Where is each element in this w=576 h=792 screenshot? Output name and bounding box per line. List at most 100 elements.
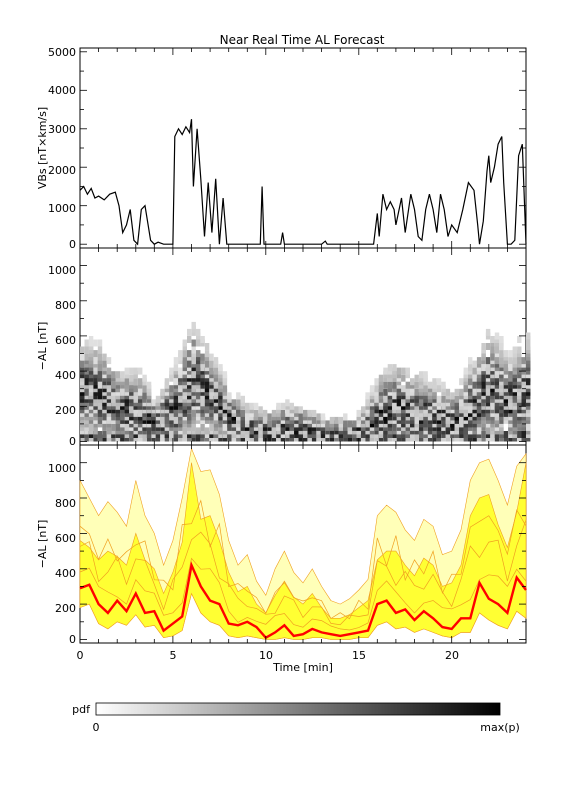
heatmap-cell xyxy=(494,388,500,396)
heatmap-cell xyxy=(84,388,89,396)
heatmap-cell xyxy=(146,381,152,389)
heatmap-cell xyxy=(459,409,464,417)
heatmap-cell xyxy=(97,371,103,379)
heatmap-cell xyxy=(494,431,500,438)
xtick-labels: 0 5 10 15 20 xyxy=(77,649,460,662)
heatmap-cell xyxy=(187,328,192,336)
heatmap-cell xyxy=(405,431,410,438)
heatmap-cell xyxy=(401,409,406,417)
heatmap-cell xyxy=(245,409,250,417)
heatmap-cell xyxy=(187,350,192,358)
ytick-label: 0 xyxy=(69,238,76,251)
heatmap-cell xyxy=(307,409,312,417)
heatmap-cell xyxy=(129,431,134,438)
heatmap-cell xyxy=(187,336,192,343)
heatmap-cell xyxy=(164,409,170,417)
heatmap-cell xyxy=(459,431,464,438)
heatmap-cell xyxy=(472,388,477,396)
heatmap-cell xyxy=(512,346,517,354)
heatmap-cell xyxy=(512,371,517,379)
heatmap-cell xyxy=(169,431,174,438)
heatmap-cell xyxy=(374,431,379,438)
heatmap-cell xyxy=(142,392,147,400)
heatmap-cell xyxy=(204,360,210,368)
heatmap-cell xyxy=(84,353,89,361)
heatmap-cell xyxy=(521,388,526,396)
heatmap-cell xyxy=(106,371,112,379)
heatmap-cell xyxy=(196,332,201,340)
heatmap-cell xyxy=(343,413,348,421)
heatmap-cell xyxy=(459,388,464,396)
bottom-ytick-labels: 0 200 400 600 800 1000 xyxy=(48,462,76,646)
axis-ticks xyxy=(79,48,527,643)
heatmap-cell xyxy=(80,353,85,361)
ytick-label: 4000 xyxy=(48,84,76,97)
heatmap-cell xyxy=(178,371,183,379)
heatmap-cell xyxy=(365,431,370,438)
heatmap-cell xyxy=(204,431,210,438)
heatmap-cell xyxy=(468,357,473,365)
heatmap-cell xyxy=(334,431,339,438)
heatmap-cell xyxy=(276,409,281,417)
heatmap-cell xyxy=(187,413,192,421)
heatmap-cell xyxy=(151,409,156,417)
heatmap-cell xyxy=(80,431,85,438)
heatmap-cell xyxy=(231,431,236,438)
heatmap-cell xyxy=(463,409,468,417)
heatmap-cell xyxy=(164,378,170,386)
heatmap-cell xyxy=(124,367,129,375)
heatmap-cell xyxy=(280,402,286,410)
heatmap-cell xyxy=(512,431,517,438)
heatmap-cell xyxy=(441,381,446,389)
heatmap-cell xyxy=(423,385,428,393)
middle-panel-heatmap xyxy=(80,321,531,442)
heatmap-cell xyxy=(517,346,522,354)
heatmap-cell xyxy=(138,431,143,438)
heatmap-cell xyxy=(240,395,245,403)
heatmap-cell xyxy=(129,367,134,375)
heatmap-cell xyxy=(111,388,116,396)
heatmap-cell xyxy=(441,388,446,396)
heatmap-cell xyxy=(209,371,214,379)
heatmap-cell xyxy=(267,420,272,428)
heatmap-cell xyxy=(476,357,482,365)
heatmap-cell xyxy=(209,353,214,361)
heatmap-cell xyxy=(258,406,263,414)
heatmap-cell xyxy=(204,371,210,379)
heatmap-cell xyxy=(316,431,321,438)
heatmap-cell xyxy=(196,431,201,438)
heatmap-cell xyxy=(200,423,205,431)
heatmap-cell xyxy=(369,431,375,438)
heatmap-cell xyxy=(173,388,179,396)
heatmap-cell xyxy=(320,431,326,438)
heatmap-cell xyxy=(432,409,437,417)
heatmap-cell xyxy=(222,371,228,379)
heatmap-cell xyxy=(191,388,196,396)
heatmap-cell xyxy=(80,346,85,354)
ytick-label: 400 xyxy=(55,369,76,382)
heatmap-cell xyxy=(485,388,491,396)
heatmap-cell xyxy=(285,431,290,438)
heatmap-cell xyxy=(432,431,437,438)
heatmap-cell xyxy=(334,416,339,424)
heatmap-cell xyxy=(401,367,406,375)
heatmap-cell xyxy=(499,336,504,343)
heatmap-cell xyxy=(102,388,107,396)
heatmap-cell xyxy=(182,357,187,365)
ytick-label: 200 xyxy=(55,404,76,417)
heatmap-cell xyxy=(93,371,98,379)
heatmap-cell xyxy=(454,395,459,403)
heatmap-cell xyxy=(311,431,317,438)
xtick-label: 0 xyxy=(77,649,84,662)
heatmap-cell xyxy=(240,431,245,438)
heatmap-cell xyxy=(88,431,94,438)
heatmap-cell xyxy=(178,388,183,396)
heatmap-cell xyxy=(80,360,85,368)
heatmap-cell xyxy=(383,388,388,396)
heatmap-cell xyxy=(213,409,219,417)
heatmap-cell xyxy=(499,431,504,438)
heatmap-cell xyxy=(521,409,526,417)
heatmap-cell xyxy=(410,378,415,386)
heatmap-cell xyxy=(236,409,241,417)
heatmap-cell xyxy=(481,431,486,438)
